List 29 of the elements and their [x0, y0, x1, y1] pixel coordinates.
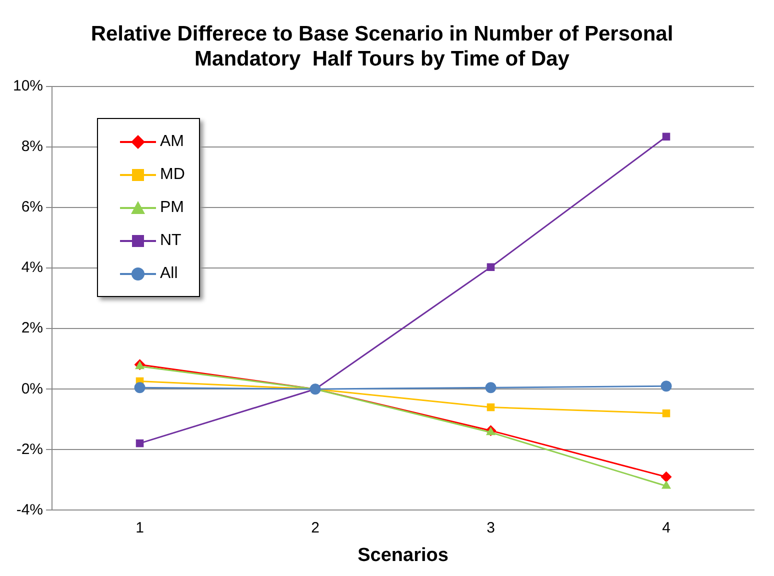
legend-label: MD [160, 166, 185, 184]
y-tick-label: 8% [21, 138, 44, 156]
legend-label: AM [160, 132, 184, 150]
point [136, 439, 144, 448]
y-tick-label: 0% [21, 380, 44, 398]
point [486, 263, 495, 272]
y-tick-label: 4% [21, 259, 44, 276]
y-tick-label: 6% [21, 198, 44, 216]
point [134, 382, 146, 394]
x-tick-label: 2 [311, 519, 320, 536]
x-tick-label: 4 [662, 519, 670, 536]
x-tick-label: 3 [486, 519, 495, 536]
y-tick-label: 2% [21, 320, 44, 337]
point [660, 380, 672, 392]
point [486, 403, 495, 412]
point [661, 480, 672, 489]
x-tick-label: 1 [136, 519, 144, 536]
point [662, 409, 670, 418]
x-axis-title: Scenarios [358, 544, 448, 566]
legend-label: All [160, 264, 178, 282]
point [485, 382, 496, 394]
y-tick-label: 10% [12, 78, 44, 95]
legend-label: NT [160, 232, 182, 250]
legend-label: PM [160, 198, 184, 216]
chart-title: Relative Differece to Base Scenario in Number of Personal Mandatory Half Tours by Time of Day [90, 22, 674, 71]
y-tick-label: -2% [16, 440, 44, 458]
point [662, 132, 670, 141]
point [660, 471, 672, 482]
y-tick-label: -4% [16, 501, 44, 518]
